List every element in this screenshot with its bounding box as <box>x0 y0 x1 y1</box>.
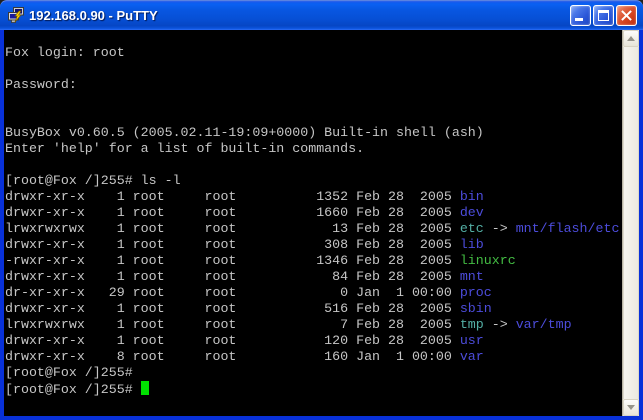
close-icon <box>621 10 632 21</box>
file-name: mnt <box>459 269 484 284</box>
terminal-line: lrwxrwxrwx 1 root root 13 Feb 28 2005 et… <box>5 221 620 236</box>
terminal-output: Fox login: root Password: BusyBox v0.60.5 … <box>5 45 622 397</box>
terminal-line: drwxr-xr-x 1 root root 120 Feb 28 2005 u… <box>5 333 484 348</box>
terminal-line: [root@Fox /]255# <box>5 365 133 380</box>
terminal-cursor <box>140 381 149 395</box>
arrow-up-icon <box>627 36 635 41</box>
scrollbar[interactable] <box>622 30 639 416</box>
terminal-line: [root@Fox /]255# ls -l <box>5 173 181 188</box>
close-button[interactable] <box>616 5 637 26</box>
maximize-button[interactable] <box>593 5 614 26</box>
symlink-target: mnt/flash/etc <box>515 221 620 236</box>
putty-icon[interactable] <box>7 6 25 24</box>
terminal-line: drwxr-xr-x 1 root root 1660 Feb 28 2005 … <box>5 205 484 220</box>
scroll-up-button[interactable] <box>623 30 639 47</box>
scroll-down-button[interactable] <box>623 399 639 416</box>
terminal-line: BusyBox v0.60.5 (2005.02.11-19:09+0000) … <box>5 125 484 140</box>
terminal-line: dr-xr-xr-x 29 root root 0 Jan 1 00:00 pr… <box>5 285 492 300</box>
terminal-line: drwxr-xr-x 1 root root 516 Feb 28 2005 s… <box>5 301 492 316</box>
scrollbar-thumb[interactable] <box>623 47 639 399</box>
file-name: var <box>459 349 484 364</box>
file-name: bin <box>459 189 484 204</box>
window-controls <box>570 5 637 26</box>
file-name: proc <box>459 285 492 300</box>
window-title: 192.168.0.90 - PuTTY <box>29 7 158 23</box>
terminal-line: drwxr-xr-x 1 root root 308 Feb 28 2005 l… <box>5 237 484 252</box>
maximize-icon <box>598 10 609 21</box>
minimize-button[interactable] <box>570 5 591 26</box>
terminal-line: drwxr-xr-x 1 root root 1352 Feb 28 2005 … <box>5 189 484 204</box>
terminal-line <box>5 93 622 109</box>
terminal-screen[interactable]: Fox login: root Password: BusyBox v0.60.5 … <box>4 30 622 416</box>
file-name: dev <box>459 205 484 220</box>
terminal-line: Fox login: root <box>5 45 125 60</box>
terminal-line: drwxr-xr-x 8 root root 160 Jan 1 00:00 v… <box>5 349 484 364</box>
terminal-client-area: Fox login: root Password: BusyBox v0.60.5 … <box>4 30 639 416</box>
file-name: linuxrc <box>459 253 516 268</box>
terminal-line: -rwxr-xr-x 1 root root 1346 Feb 28 2005 … <box>5 253 516 268</box>
file-name: etc <box>459 221 484 236</box>
minimize-icon <box>575 18 583 21</box>
arrow-down-icon <box>627 405 635 410</box>
file-name: usr <box>459 333 484 348</box>
terminal-line <box>5 61 622 77</box>
file-name: lib <box>459 237 484 252</box>
title-bar[interactable]: 192.168.0.90 - PuTTY <box>0 0 643 30</box>
terminal-line: drwxr-xr-x 1 root root 84 Feb 28 2005 mn… <box>5 269 484 284</box>
file-name: tmp <box>459 317 484 332</box>
terminal-line: Enter 'help' for a list of built-in comm… <box>5 141 365 156</box>
terminal-line: lrwxrwxrwx 1 root root 7 Feb 28 2005 tmp… <box>5 317 572 332</box>
terminal-line: Password: <box>5 77 77 92</box>
symlink-target: var/tmp <box>515 317 572 332</box>
terminal-line <box>5 109 622 125</box>
terminal-line <box>5 157 622 173</box>
terminal-line: [root@Fox /]255# <box>5 381 622 397</box>
file-name: sbin <box>459 301 492 316</box>
